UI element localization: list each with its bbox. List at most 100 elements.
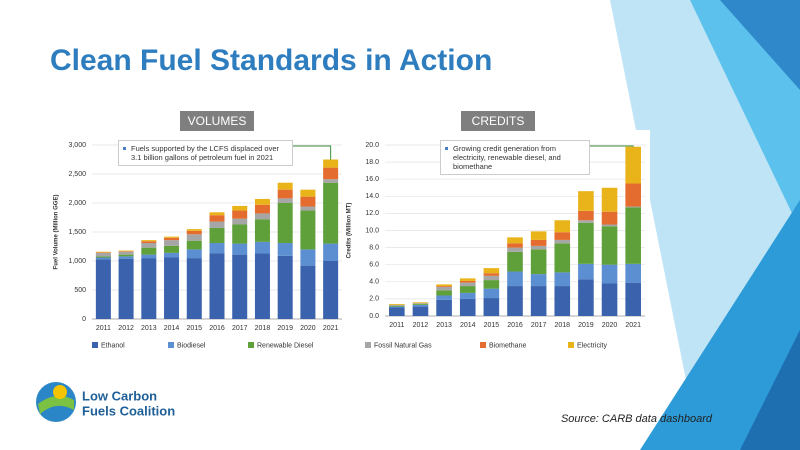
- bar: [601, 224, 618, 227]
- y-tick-label: 4.0: [369, 279, 379, 286]
- x-tick-label: 2012: [118, 325, 134, 332]
- y-tick-label: 0.0: [369, 313, 379, 320]
- bar: [554, 220, 571, 233]
- bar: [323, 261, 339, 319]
- slide-title: Clean Fuel Standards in Action: [50, 44, 492, 77]
- bar: [601, 187, 618, 212]
- bar: [232, 224, 248, 244]
- x-tick-label: 2014: [460, 322, 476, 329]
- bar: [625, 146, 641, 184]
- legend-swatch: [568, 342, 574, 348]
- bar: [554, 232, 571, 240]
- bar: [389, 305, 405, 307]
- legend-swatch: [365, 342, 371, 348]
- bar: [186, 249, 202, 259]
- bar: [625, 282, 641, 316]
- x-tick-label: 2017: [232, 325, 248, 332]
- bar: [436, 290, 452, 296]
- bar: [209, 227, 225, 244]
- bar: [254, 213, 270, 220]
- bar: [95, 259, 111, 319]
- callout-line: [590, 145, 634, 147]
- legend-label: Renewable Diesel: [257, 342, 314, 349]
- bar: [436, 299, 452, 316]
- bar: [483, 288, 500, 299]
- bar: [141, 258, 157, 319]
- x-tick-label: 2020: [300, 325, 316, 332]
- legend-label: Biomethane: [489, 342, 526, 349]
- bar: [186, 229, 202, 231]
- bar: [507, 237, 523, 244]
- legend-swatch: [480, 342, 486, 348]
- bar: [389, 304, 405, 306]
- bar: [483, 280, 500, 289]
- bar: [300, 249, 316, 266]
- y-tick-label: 12.0: [365, 210, 379, 217]
- bar: [254, 204, 270, 214]
- x-tick-label: 2016: [209, 325, 225, 332]
- bar: [118, 251, 134, 255]
- bar: [232, 205, 248, 211]
- bar: [164, 237, 180, 241]
- bar: [389, 306, 405, 308]
- bar: [483, 298, 500, 316]
- bar: [459, 282, 476, 287]
- legend-swatch: [248, 342, 254, 348]
- bar: [232, 218, 248, 225]
- bar: [323, 182, 339, 244]
- bar: [507, 251, 523, 272]
- annotation: Growing credit generation from electrici…: [440, 140, 590, 175]
- bar: [209, 215, 225, 222]
- bar: [459, 286, 476, 293]
- bar: [95, 252, 111, 257]
- bar: [141, 247, 157, 255]
- callout-line: [293, 145, 332, 160]
- x-tick-label: 2014: [164, 325, 180, 332]
- bar: [254, 219, 270, 242]
- x-tick-label: 2015: [186, 325, 202, 332]
- bar: [625, 206, 641, 208]
- bar: [232, 210, 248, 219]
- x-tick-label: 2012: [413, 322, 429, 329]
- decor: [640, 200, 800, 450]
- bar: [118, 251, 134, 252]
- bar: [483, 275, 500, 281]
- bar: [459, 298, 476, 316]
- bar: [186, 230, 202, 235]
- y-tick-label: 1,500: [68, 229, 86, 236]
- bar: [164, 240, 180, 246]
- bar: [483, 273, 500, 276]
- bar: [530, 286, 547, 316]
- x-tick-label: 2016: [507, 322, 523, 329]
- legend-label: Electricity: [577, 342, 607, 349]
- bar: [254, 253, 270, 319]
- bar: [436, 286, 452, 291]
- bar: [412, 304, 429, 305]
- y-tick-label: 8.0: [369, 244, 379, 251]
- bar: [578, 210, 594, 221]
- bar: [209, 221, 225, 228]
- bar: [578, 191, 594, 211]
- bar: [277, 198, 293, 203]
- y-tick-label: 2,000: [68, 200, 86, 207]
- x-tick-label: 2021: [625, 322, 641, 329]
- bar: [554, 243, 571, 273]
- legend-swatch: [168, 342, 174, 348]
- decor: [720, 0, 800, 90]
- legend-swatch: [92, 342, 98, 348]
- y-tick-label: 16.0: [365, 176, 379, 183]
- bar: [507, 271, 523, 287]
- x-tick-label: 2015: [484, 322, 500, 329]
- bar: [141, 254, 157, 259]
- bar: [436, 295, 452, 300]
- bar: [530, 231, 547, 240]
- bar: [277, 203, 293, 244]
- bar: [459, 280, 476, 283]
- legend-label: Fossil Natural Gas: [374, 342, 432, 349]
- legend-label: Ethanol: [101, 342, 125, 349]
- bar: [459, 278, 476, 281]
- bar: [412, 302, 429, 304]
- bar: [578, 263, 594, 280]
- bar: [436, 284, 452, 287]
